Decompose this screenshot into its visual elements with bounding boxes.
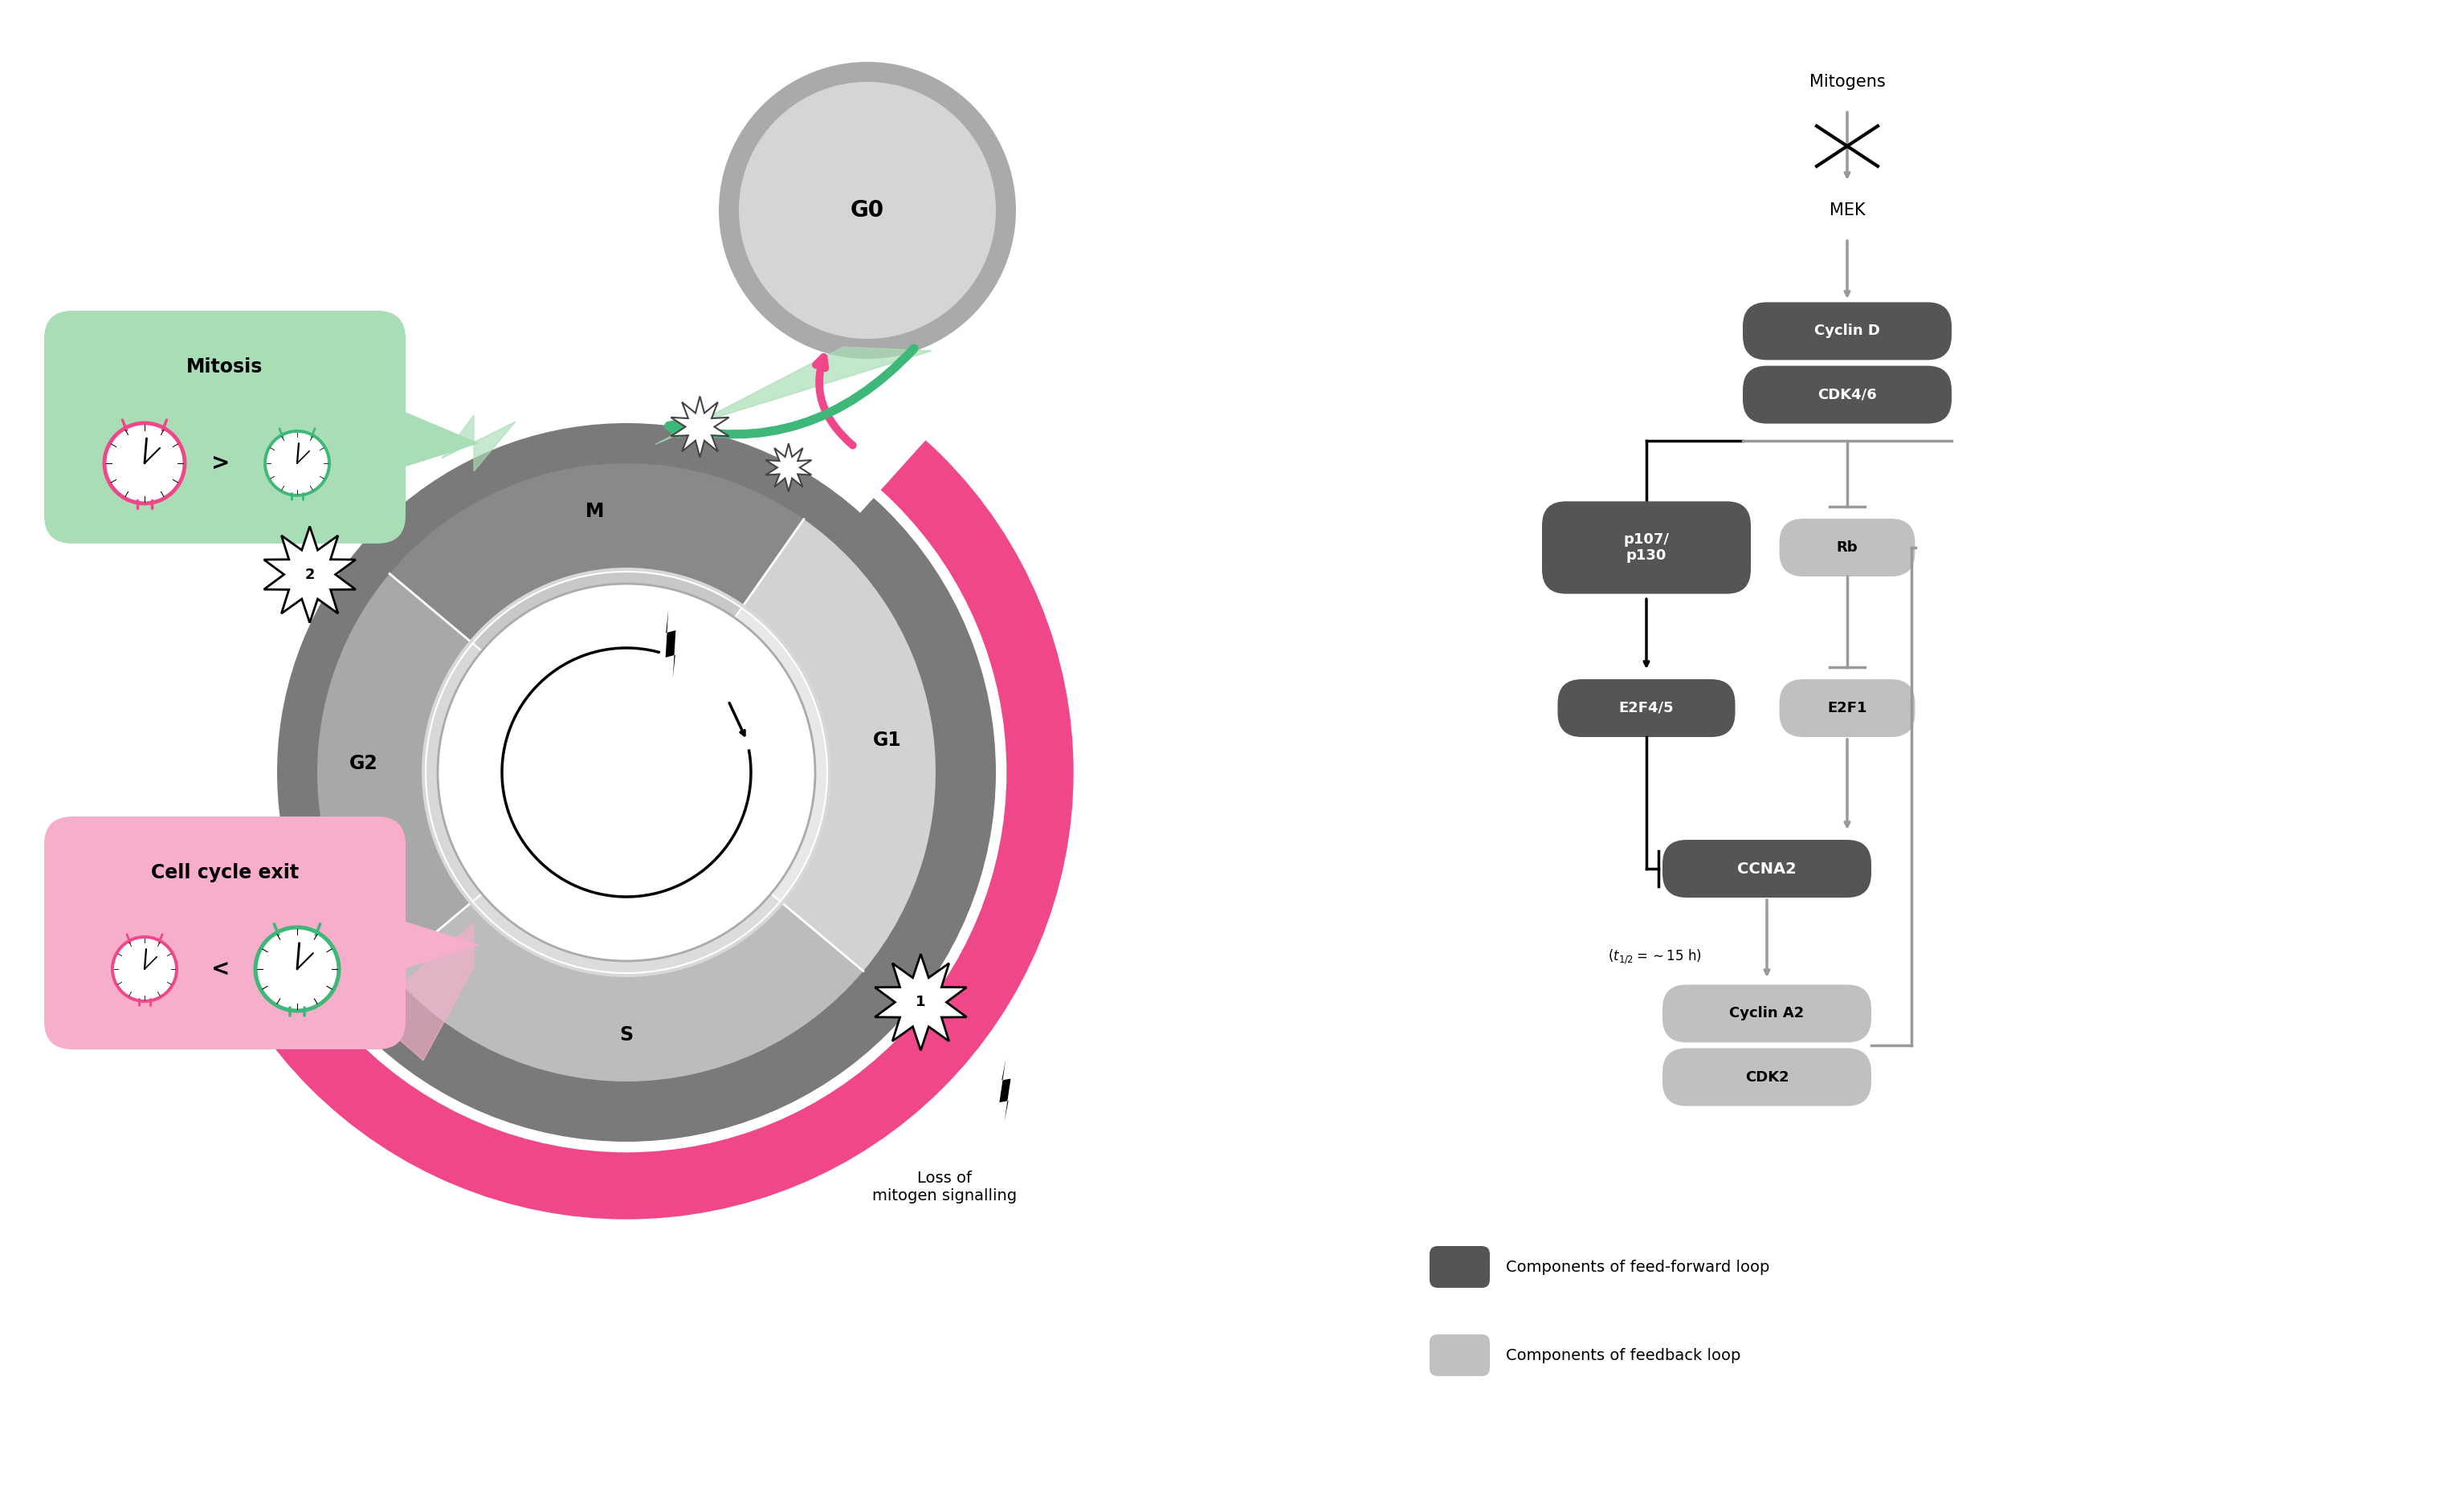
Circle shape <box>256 403 995 1142</box>
Circle shape <box>266 431 330 496</box>
Circle shape <box>421 568 830 978</box>
Text: CDK4/6: CDK4/6 <box>1818 387 1878 402</box>
Circle shape <box>439 583 816 961</box>
Wedge shape <box>318 574 626 972</box>
Circle shape <box>256 928 340 1011</box>
Polygon shape <box>665 609 675 678</box>
Text: E2F4/5: E2F4/5 <box>1619 701 1673 715</box>
FancyArrowPatch shape <box>668 349 914 434</box>
Wedge shape <box>626 607 828 902</box>
Polygon shape <box>655 348 931 444</box>
Text: $(t_{1/2} = {\sim}15\ \mathrm{h})$: $(t_{1/2} = {\sim}15\ \mathrm{h})$ <box>1607 947 1700 966</box>
Text: Cell cycle exit: Cell cycle exit <box>150 863 298 882</box>
Text: <: < <box>212 958 229 981</box>
FancyBboxPatch shape <box>1779 518 1915 577</box>
Text: 2: 2 <box>306 567 315 582</box>
Text: Loss of
mitogen signalling: Loss of mitogen signalling <box>872 1171 1018 1204</box>
Polygon shape <box>875 953 966 1050</box>
Text: MEK: MEK <box>1828 202 1865 219</box>
Circle shape <box>739 82 995 338</box>
Text: 1: 1 <box>917 994 926 1009</box>
Text: E2F1: E2F1 <box>1828 701 1868 715</box>
Circle shape <box>113 937 177 1002</box>
Text: M: M <box>584 502 604 521</box>
FancyBboxPatch shape <box>1542 502 1752 594</box>
Wedge shape <box>389 772 862 1082</box>
FancyBboxPatch shape <box>1663 985 1870 1043</box>
Wedge shape <box>158 302 941 1021</box>
FancyBboxPatch shape <box>1663 840 1870 898</box>
Text: S: S <box>618 1026 633 1046</box>
FancyBboxPatch shape <box>44 816 407 1049</box>
Text: >: > <box>212 452 229 474</box>
Text: G1: G1 <box>872 731 902 749</box>
Circle shape <box>719 62 1015 360</box>
FancyBboxPatch shape <box>1663 1049 1870 1106</box>
Wedge shape <box>426 644 626 902</box>
Text: CDK2: CDK2 <box>1745 1070 1789 1085</box>
Text: Cyclin D: Cyclin D <box>1814 323 1880 338</box>
Circle shape <box>103 423 185 503</box>
Text: Components of feedback loop: Components of feedback loop <box>1506 1348 1740 1363</box>
FancyBboxPatch shape <box>1779 680 1915 737</box>
Text: p107/
p130: p107/ p130 <box>1624 532 1668 564</box>
Polygon shape <box>367 923 473 1061</box>
Text: G2: G2 <box>350 754 377 772</box>
Polygon shape <box>402 920 478 969</box>
FancyBboxPatch shape <box>44 311 407 544</box>
Polygon shape <box>766 443 811 491</box>
Text: Rb: Rb <box>1836 541 1858 555</box>
FancyBboxPatch shape <box>1742 366 1951 423</box>
Text: Components of feed-forward loop: Components of feed-forward loop <box>1506 1259 1769 1275</box>
Polygon shape <box>1000 1059 1010 1121</box>
Wedge shape <box>389 464 803 772</box>
Wedge shape <box>626 520 936 972</box>
Polygon shape <box>402 411 478 467</box>
FancyBboxPatch shape <box>1742 302 1951 360</box>
FancyArrowPatch shape <box>816 357 853 446</box>
Polygon shape <box>441 416 515 471</box>
FancyBboxPatch shape <box>1429 1334 1491 1377</box>
Text: CCNA2: CCNA2 <box>1737 861 1796 876</box>
Polygon shape <box>670 396 729 458</box>
Text: Mitogens: Mitogens <box>1809 74 1885 91</box>
Wedge shape <box>473 772 781 973</box>
Polygon shape <box>264 526 355 623</box>
Text: Cyclin A2: Cyclin A2 <box>1730 1006 1804 1021</box>
FancyBboxPatch shape <box>1557 680 1735 737</box>
Wedge shape <box>473 571 742 772</box>
FancyBboxPatch shape <box>1429 1247 1491 1287</box>
Text: G0: G0 <box>850 199 885 222</box>
Text: Mitosis: Mitosis <box>187 357 264 376</box>
